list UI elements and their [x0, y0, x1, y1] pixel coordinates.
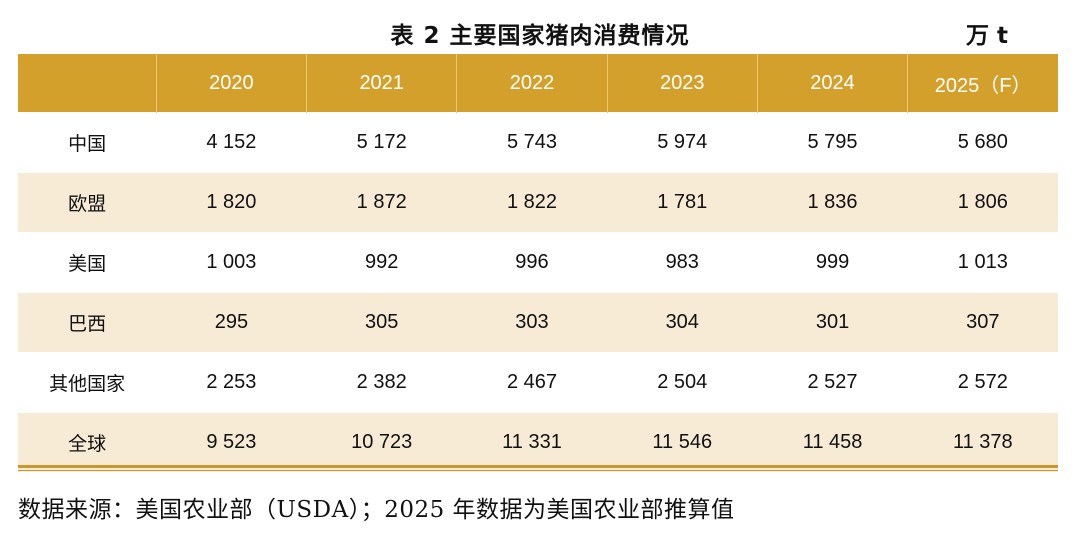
header-year: 2020	[155, 54, 307, 113]
table-cell: 1 013	[907, 232, 1058, 293]
table-cell: 11 378	[907, 412, 1058, 472]
table-bottom-rule	[18, 465, 1058, 468]
header-year: 2021	[306, 54, 457, 113]
row-label: 巴西	[18, 292, 157, 353]
table-cell: 5 743	[456, 112, 608, 173]
header-year: 2025（F）	[907, 54, 1058, 113]
table-row: 其他国家 2 253 2 382 2 467 2 504 2 527 2 572	[18, 352, 1058, 413]
table-cell: 2 504	[607, 352, 758, 413]
pork-consumption-table: 2020 2021 2022 2023 2024 2025（F） 中国 4 15…	[18, 54, 1058, 472]
table-cell: 5 680	[907, 112, 1058, 173]
table-row: 巴西 295 305 303 304 301 307	[18, 292, 1058, 353]
table-cell: 983	[607, 232, 758, 293]
table-cell: 301	[757, 292, 908, 353]
row-label: 欧盟	[18, 172, 157, 233]
row-label: 全球	[18, 412, 157, 472]
header-row: 2020 2021 2022 2023 2024 2025（F）	[18, 54, 1058, 113]
table-title: 表 2 主要国家猪肉消费情况	[390, 23, 690, 49]
source-note: 数据来源：美国农业部（USDA）；2025 年数据为美国农业部推算值	[18, 497, 735, 523]
table-cell: 5 172	[306, 112, 457, 173]
header-year: 2022	[456, 54, 608, 113]
table-cell: 2 253	[156, 352, 307, 413]
table-cell: 992	[306, 232, 457, 293]
table-cell: 996	[456, 232, 608, 293]
table-cell: 307	[907, 292, 1058, 353]
row-label: 中国	[18, 112, 157, 173]
header-year: 2024	[756, 54, 908, 113]
table-cell: 9 523	[156, 412, 307, 472]
table-cell: 4 152	[156, 112, 307, 173]
table-cell: 2 382	[306, 352, 457, 413]
header-corner	[18, 54, 157, 113]
table-row: 全球 9 523 10 723 11 331 11 546 11 458 11 …	[18, 412, 1058, 472]
table-cell: 1 822	[456, 172, 608, 233]
unit-label: 万 t	[966, 23, 1009, 49]
table-cell: 11 331	[456, 412, 608, 472]
row-label: 美国	[18, 232, 157, 293]
table-cell: 303	[456, 292, 608, 353]
table-cell: 305	[306, 292, 457, 353]
table-cell: 1 003	[156, 232, 307, 293]
table-cell: 1 806	[907, 172, 1058, 233]
table-cell: 11 458	[757, 412, 908, 472]
table-cell: 295	[156, 292, 307, 353]
table-cell: 5 795	[757, 112, 908, 173]
table-row: 中国 4 152 5 172 5 743 5 974 5 795 5 680	[18, 112, 1058, 173]
table-cell: 10 723	[306, 412, 457, 472]
table-row: 欧盟 1 820 1 872 1 822 1 781 1 836 1 806	[18, 172, 1058, 233]
table-cell: 2 527	[757, 352, 908, 413]
table-cell: 1 820	[156, 172, 307, 233]
table-bottom-rule-thin	[18, 470, 1058, 471]
header-year: 2023	[606, 54, 758, 113]
table-cell: 1 781	[607, 172, 758, 233]
table-cell: 304	[607, 292, 758, 353]
table-row: 美国 1 003 992 996 983 999 1 013	[18, 232, 1058, 293]
row-label: 其他国家	[18, 352, 157, 413]
table-cell: 1 836	[757, 172, 908, 233]
table-cell: 1 872	[306, 172, 457, 233]
table-cell: 2 467	[456, 352, 608, 413]
table-cell: 2 572	[907, 352, 1058, 413]
table-cell: 999	[757, 232, 908, 293]
table-cell: 5 974	[607, 112, 758, 173]
table-cell: 11 546	[607, 412, 758, 472]
